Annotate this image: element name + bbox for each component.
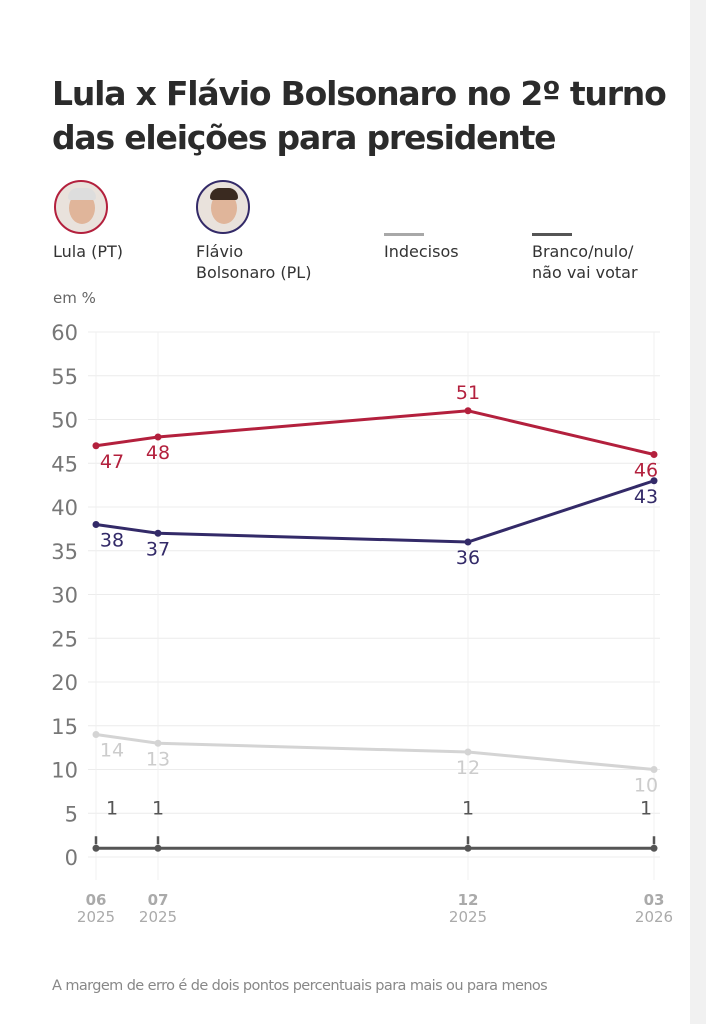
data-label: 1 xyxy=(640,797,652,819)
y-tick-label: 15 xyxy=(51,715,78,739)
data-label: 36 xyxy=(456,547,480,569)
footnote: A margem de erro é de dois pontos percen… xyxy=(52,978,548,994)
data-point xyxy=(464,844,472,852)
legend-indecisos: Indecisos xyxy=(384,242,459,261)
data-point xyxy=(92,731,100,738)
x-tick-year: 2025 xyxy=(139,908,177,926)
x-tick-month: 12 xyxy=(458,891,479,909)
data-point xyxy=(650,451,658,458)
data-point xyxy=(92,442,100,450)
scroll-edge xyxy=(690,0,706,1024)
data-label: 10 xyxy=(634,775,658,797)
y-tick-label: 0 xyxy=(65,846,78,870)
y-tick-label: 5 xyxy=(65,802,78,826)
data-point xyxy=(154,529,162,537)
legend-flavio: Flávio Bolsonaro (PL) xyxy=(196,241,311,283)
x-tick-year: 2026 xyxy=(635,908,673,926)
x-tick-year: 2025 xyxy=(449,908,487,926)
legend-flavio-line1: Flávio xyxy=(196,242,244,261)
y-tick-label: 20 xyxy=(51,671,78,695)
y-tick-label: 60 xyxy=(51,321,78,345)
data-label: 12 xyxy=(456,757,480,779)
data-point xyxy=(464,538,472,546)
x-tick-month: 07 xyxy=(148,891,169,909)
data-label: 51 xyxy=(456,382,480,404)
y-tick-label: 45 xyxy=(51,452,78,476)
data-label: 13 xyxy=(146,748,170,770)
data-label: 38 xyxy=(100,530,124,552)
data-point xyxy=(154,739,162,747)
data-label: 48 xyxy=(146,442,170,464)
branco-swatch-icon xyxy=(532,233,572,236)
series-line-1 xyxy=(95,479,655,544)
y-tick-label: 50 xyxy=(51,409,78,433)
data-label: 1 xyxy=(152,797,164,819)
data-point xyxy=(92,844,100,852)
data-point xyxy=(464,748,472,756)
legend-lula: Lula (PT) xyxy=(53,242,124,261)
y-tick-label: 40 xyxy=(51,496,78,520)
data-label: 1 xyxy=(106,797,118,819)
y-tick-label: 25 xyxy=(51,627,78,651)
data-point xyxy=(464,407,472,415)
data-label: 46 xyxy=(634,460,658,482)
data-point xyxy=(92,521,100,528)
data-label: 1 xyxy=(462,797,474,819)
data-label: 37 xyxy=(146,538,170,560)
series-line-2 xyxy=(95,733,655,771)
y-tick-label: 35 xyxy=(51,540,78,564)
data-point xyxy=(650,766,658,773)
line-chart: 0510152025303540455055600620250720251220… xyxy=(51,321,673,926)
lula-photo-icon xyxy=(54,180,108,234)
y-unit-label: em % xyxy=(53,289,96,307)
data-label: 47 xyxy=(100,451,124,473)
data-point xyxy=(154,844,162,852)
data-point xyxy=(650,477,658,485)
chart-title: Lula x Flávio Bolsonaro no 2º turno das … xyxy=(52,74,667,157)
y-tick-label: 55 xyxy=(51,365,78,389)
data-point xyxy=(650,844,658,852)
y-tick-label: 10 xyxy=(51,759,78,783)
legend-flavio-line2: Bolsonaro (PL) xyxy=(196,263,312,282)
x-tick-year: 2025 xyxy=(77,908,115,926)
indecisos-swatch-icon xyxy=(384,233,424,236)
legend-branco-line1: Branco/nulo/ xyxy=(532,242,634,261)
legend-branco: Branco/nulo/não vai votar xyxy=(532,241,638,283)
y-tick-label: 30 xyxy=(51,584,78,608)
data-point xyxy=(154,433,162,441)
data-label: 14 xyxy=(100,740,124,762)
data-label: 43 xyxy=(634,486,658,508)
x-tick-month: 03 xyxy=(644,891,665,909)
series-line-0 xyxy=(95,409,655,456)
legend-branco-line2: não vai votar xyxy=(532,263,638,282)
flavio-photo-icon xyxy=(196,180,250,234)
x-tick-month: 06 xyxy=(86,891,107,909)
